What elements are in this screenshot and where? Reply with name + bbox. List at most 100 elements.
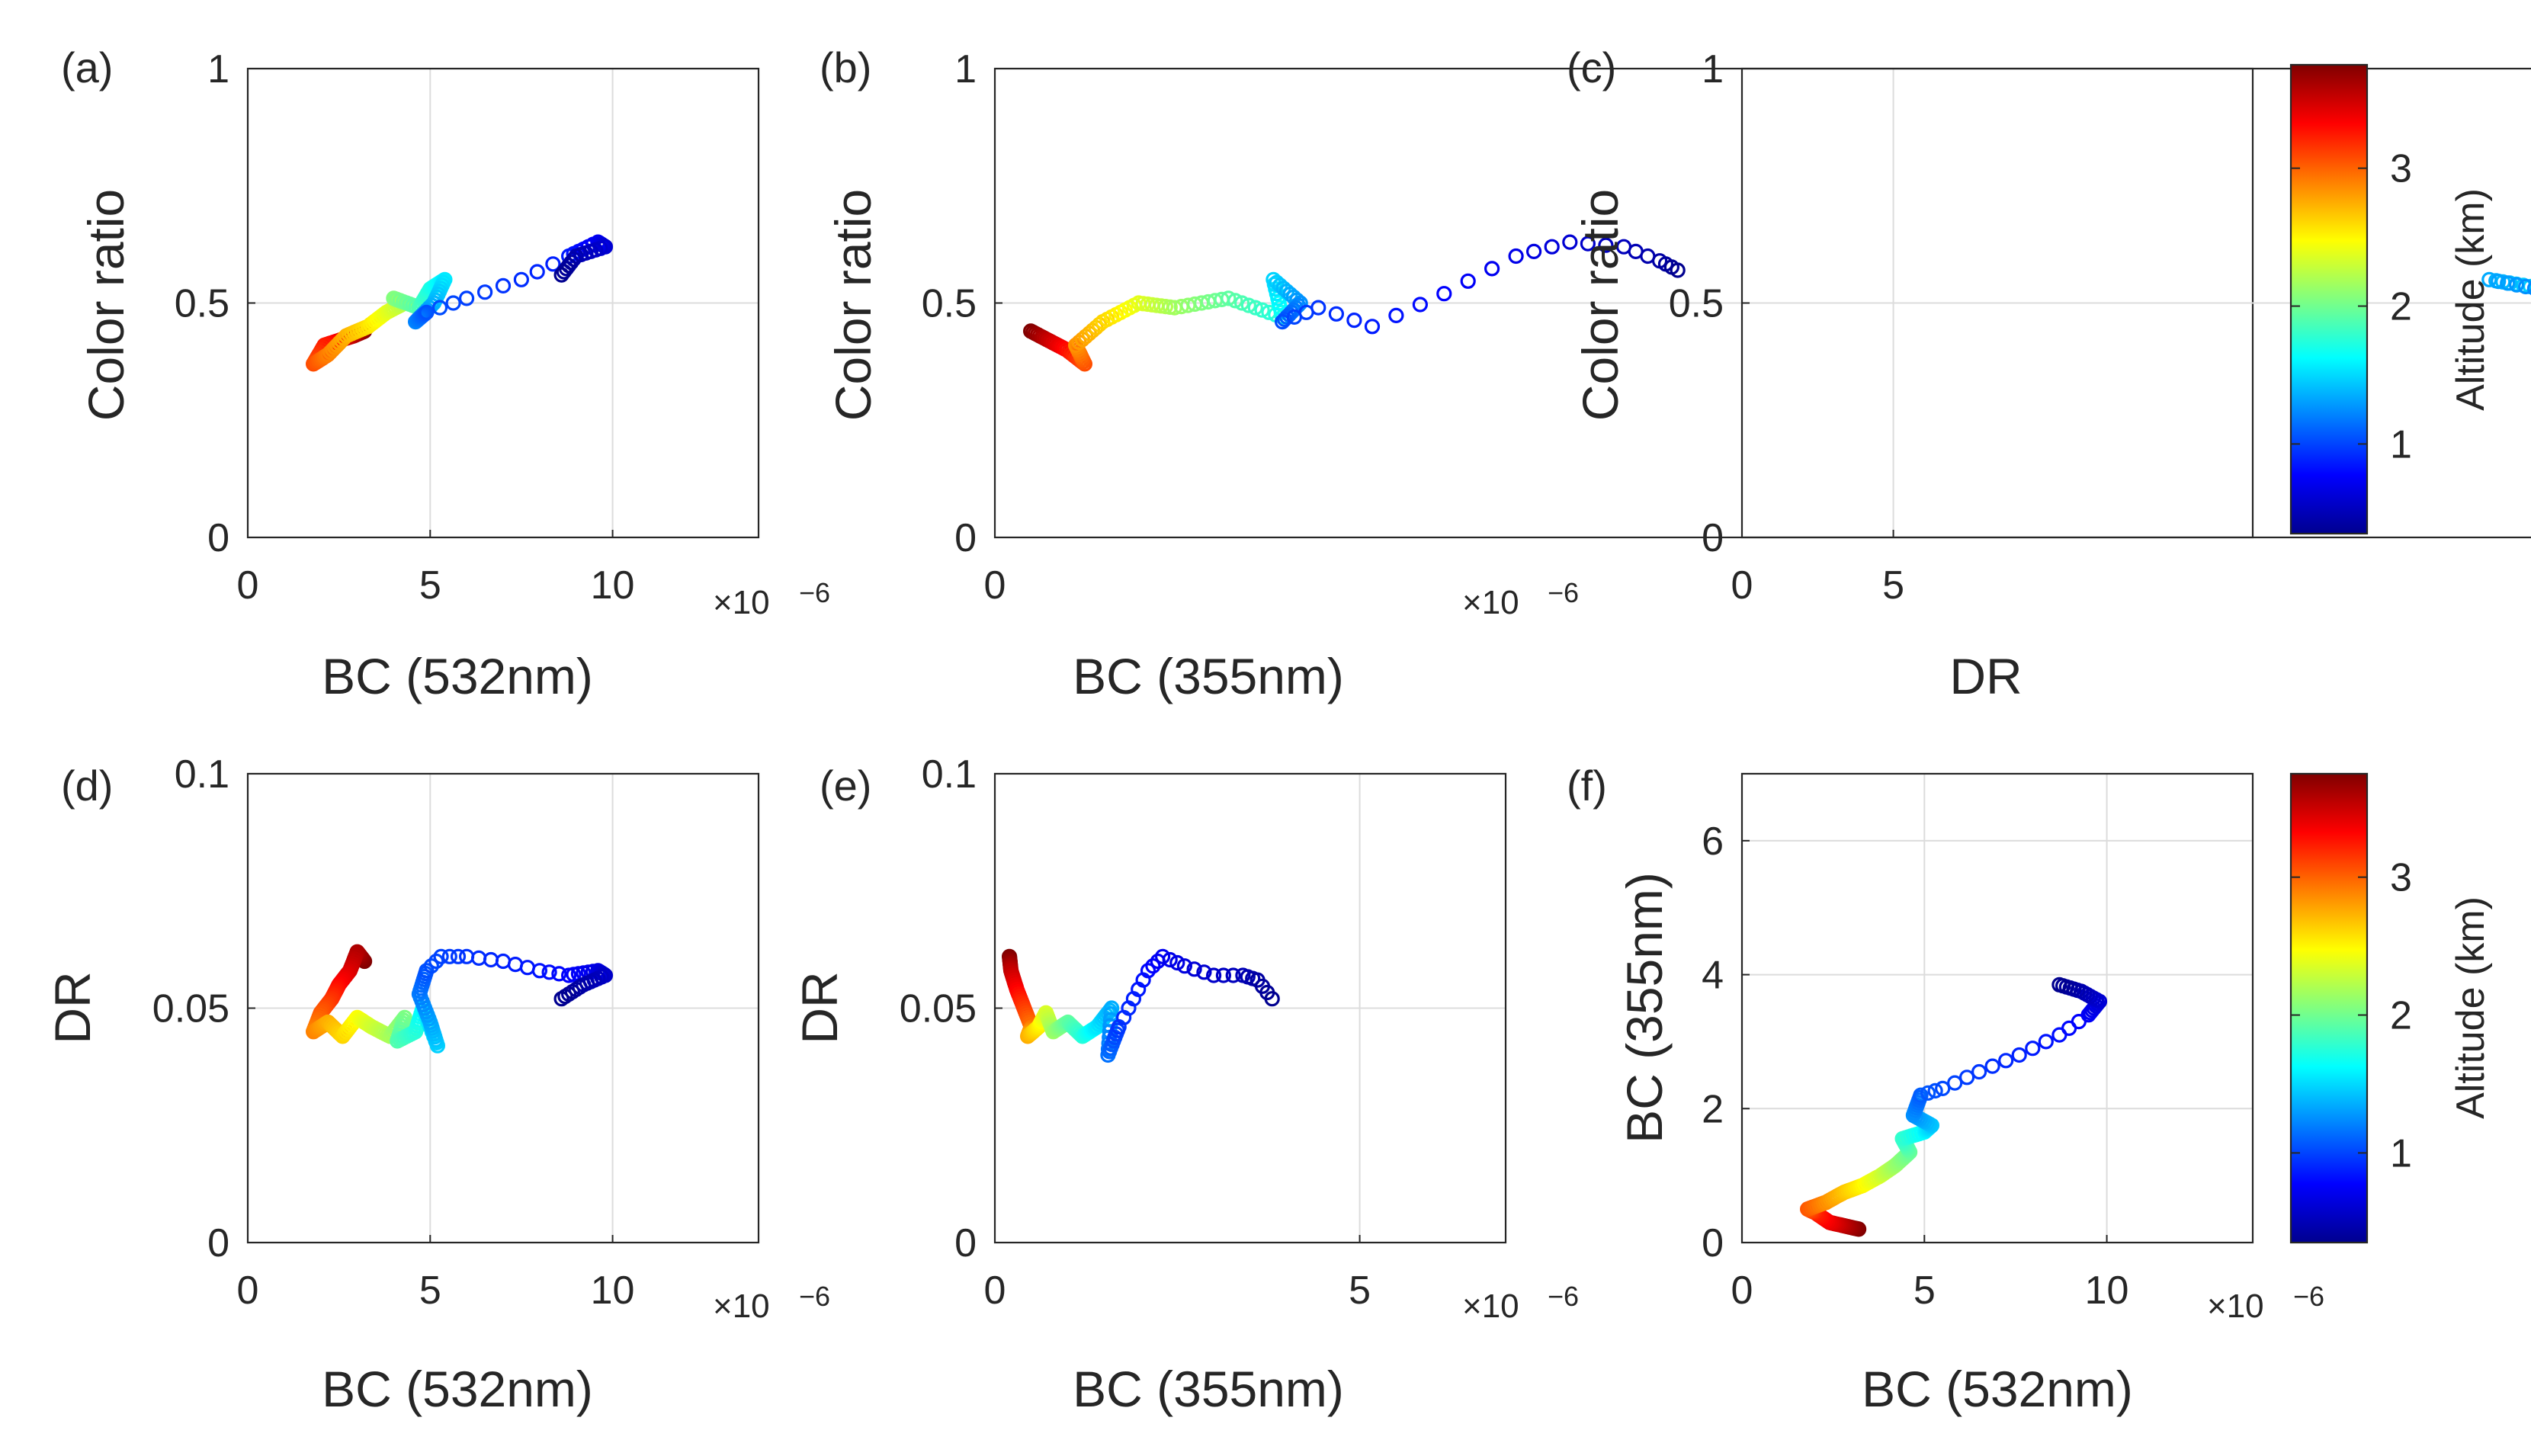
panel-f-x-multiplier-exp: −6 bbox=[2293, 1281, 2324, 1312]
data-point bbox=[1388, 307, 1404, 323]
colorbar-top-label: Altitude (km) bbox=[2449, 188, 2493, 411]
data-point bbox=[1562, 234, 1578, 250]
panel-d-ytick-label: 0.05 bbox=[152, 987, 229, 1031]
panel-e-ylabel: DR bbox=[791, 971, 848, 1044]
data-point bbox=[483, 951, 499, 968]
data-point bbox=[2025, 1041, 2041, 1057]
data-point bbox=[1364, 319, 1381, 335]
data-point bbox=[1205, 967, 1222, 983]
panel-a-frame bbox=[246, 67, 760, 539]
data-point bbox=[1169, 954, 1185, 971]
data-point bbox=[1598, 237, 1614, 253]
panel-f-ytick-label: 2 bbox=[1702, 1087, 1724, 1131]
panel-c: 00.050.100.51 (c) Color ratio DR bbox=[1567, 43, 2531, 704]
panel-f-xtick-label: 10 bbox=[2085, 1268, 2129, 1313]
panel-b-label: (b) bbox=[820, 43, 871, 91]
panel-b-x-multiplier: ×10 bbox=[1462, 584, 1519, 621]
colorbar-tick-label: 3 bbox=[2390, 147, 2412, 191]
data-point bbox=[450, 948, 467, 964]
panel-f-label: (f) bbox=[1567, 762, 1607, 810]
data-point bbox=[433, 948, 449, 964]
data-point bbox=[1247, 300, 1263, 316]
panel-f-xtick-label: 0 bbox=[1731, 1268, 1753, 1313]
panel-c-points bbox=[2481, 271, 2531, 296]
data-point bbox=[2481, 271, 2497, 287]
colorbar-tick-label: 2 bbox=[2390, 994, 2412, 1038]
data-point bbox=[2526, 281, 2531, 296]
panel-f-x-multiplier: ×10 bbox=[2207, 1288, 2264, 1325]
data-point bbox=[1484, 261, 1500, 277]
data-point bbox=[2509, 277, 2525, 293]
panel-d-axes: 0 5 10 0 0.05 0.1 bbox=[152, 752, 759, 1313]
panel-c-ylabel: Color ratio bbox=[1572, 189, 1628, 421]
data-point bbox=[1240, 297, 1257, 313]
data-point bbox=[1278, 309, 1295, 325]
data-point bbox=[1233, 295, 1250, 311]
panel-e-xlabel: BC (355nm) bbox=[1073, 1361, 1344, 1417]
panel-b: 0 5 0 0.5 1 (b) Color ratio BC (355nm) ×10 −… bbox=[820, 43, 2254, 704]
data-point bbox=[1436, 286, 1452, 302]
panel-f-points bbox=[1800, 977, 2108, 1237]
panel-e: 0 5 0 0.05 0.1 (e) DR BC (355nm) ×10 −6 bbox=[791, 752, 1579, 1417]
data-point bbox=[2038, 1034, 2054, 1050]
data-point bbox=[495, 953, 512, 970]
panel-a-ytick-label: 0 bbox=[207, 516, 229, 560]
data-point bbox=[431, 300, 448, 316]
panel-d-points bbox=[306, 944, 614, 1054]
panel-e-xtick-label: 5 bbox=[1349, 1268, 1371, 1313]
panel-c-ytick-label: 0.5 bbox=[1669, 282, 1724, 326]
panel-d-ytick-label: 0.1 bbox=[175, 752, 229, 797]
panel-d-x-multiplier: ×10 bbox=[713, 1288, 770, 1325]
panel-b-ylabel: Color ratio bbox=[825, 189, 881, 421]
data-point bbox=[545, 256, 561, 272]
colorbar-tick-label: 1 bbox=[2390, 1131, 2412, 1175]
data-point bbox=[2500, 275, 2516, 291]
colorbar-tick-label: 1 bbox=[2390, 422, 2412, 467]
data-point bbox=[1525, 243, 1542, 259]
data-point bbox=[1215, 967, 1232, 983]
data-point bbox=[1920, 1085, 1936, 1101]
data-point bbox=[1346, 313, 1362, 329]
panel-b-xtick-label: 5 bbox=[1882, 563, 1904, 608]
data-point bbox=[2011, 1047, 2027, 1063]
data-point bbox=[507, 956, 524, 973]
data-point bbox=[419, 304, 435, 320]
data-point bbox=[551, 966, 567, 982]
panel-e-x-multiplier: ×10 bbox=[1462, 1288, 1519, 1325]
colorbar-tick-label: 2 bbox=[2390, 285, 2412, 329]
data-point bbox=[1998, 1053, 2014, 1069]
panel-a-ytick-label: 0.5 bbox=[175, 282, 229, 326]
data-point bbox=[458, 290, 475, 306]
panel-e-axes: 0 5 0 0.05 0.1 bbox=[900, 752, 1506, 1313]
data-point bbox=[1254, 302, 1270, 318]
panel-a-ylabel: Color ratio bbox=[78, 189, 134, 421]
colorbar-gradient bbox=[2289, 772, 2369, 1244]
panel-a-x-multiplier: ×10 bbox=[713, 584, 770, 621]
data-point bbox=[428, 953, 444, 970]
data-point bbox=[1264, 991, 1280, 1007]
panel-b-xlabel: BC (355nm) bbox=[1073, 648, 1344, 704]
data-point bbox=[1947, 1075, 1963, 1091]
data-point bbox=[1984, 1058, 2000, 1074]
panel-e-label: (e) bbox=[820, 762, 871, 810]
data-point bbox=[2491, 274, 2507, 290]
panel-f-ytick-label: 6 bbox=[1702, 819, 1724, 864]
panel-f-ytick-label: 0 bbox=[1702, 1221, 1724, 1265]
data-point bbox=[1227, 293, 1243, 309]
data-point bbox=[1580, 236, 1596, 252]
data-point bbox=[423, 958, 440, 974]
data-point bbox=[1310, 300, 1326, 316]
panel-a-label: (a) bbox=[61, 43, 113, 91]
data-point bbox=[1221, 290, 1237, 306]
data-point bbox=[1460, 273, 1476, 289]
data-point bbox=[476, 284, 493, 300]
panel-c-frame bbox=[1740, 67, 2531, 539]
panel-d-label: (d) bbox=[61, 762, 113, 810]
panel-a: 0 5 10 0 0.5 1 (a) Color ratio BC (532nm) ×10… bbox=[61, 43, 830, 704]
data-point bbox=[419, 963, 435, 979]
data-point bbox=[1154, 948, 1171, 964]
data-point bbox=[470, 950, 487, 967]
data-point bbox=[1508, 248, 1524, 265]
panel-d-ytick-label: 0 bbox=[207, 1221, 229, 1265]
